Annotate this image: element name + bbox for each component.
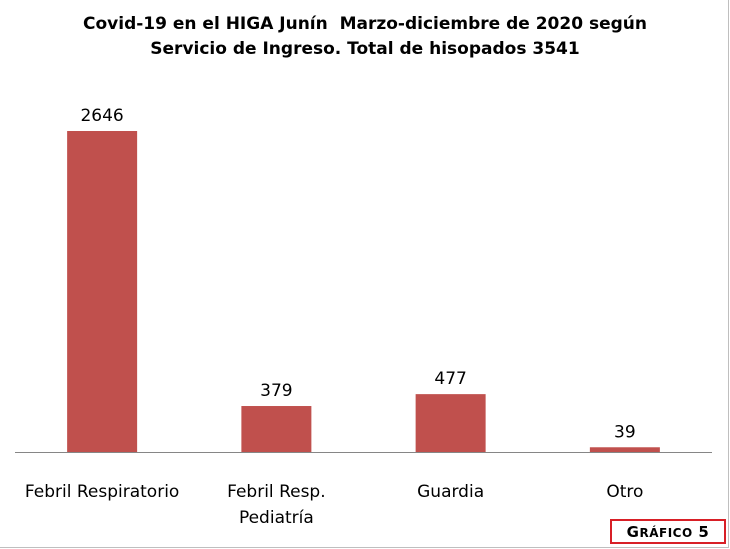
data-labels-group: 2646 379 477 39: [80, 106, 635, 442]
category-labels-group: Febril Respiratorio Febril Resp. Pediatría…: [25, 482, 643, 528]
grafico-badge-label: GRÁFICO 5: [626, 523, 710, 541]
grafico-badge: GRÁFICO 5: [610, 519, 726, 544]
bar-3: [415, 394, 486, 452]
data-label-2: 379: [260, 381, 292, 401]
category-label-4: Otro: [606, 482, 643, 502]
bar-2: [241, 406, 312, 452]
category-label-1: Febril Respiratorio: [25, 482, 179, 502]
bar-1: [67, 131, 138, 452]
data-label-3: 477: [434, 369, 466, 389]
category-label-2-line-1: Febril Resp.: [227, 482, 326, 502]
data-label-4: 39: [614, 422, 636, 442]
bar-4: [589, 447, 660, 452]
chart-title: Covid-19 en el HIGA Junín Marzo-diciembr…: [0, 12, 730, 62]
category-label-3: Guardia: [417, 482, 484, 502]
data-label-1: 2646: [80, 106, 123, 126]
chart-title-line-2: Servicio de Ingreso. Total de hisopados …: [150, 39, 580, 59]
bars-group: [67, 131, 660, 452]
category-label-2-line-2: Pediatría: [239, 508, 314, 528]
chart-title-line-1: Covid-19 en el HIGA Junín Marzo-diciembr…: [83, 14, 647, 34]
